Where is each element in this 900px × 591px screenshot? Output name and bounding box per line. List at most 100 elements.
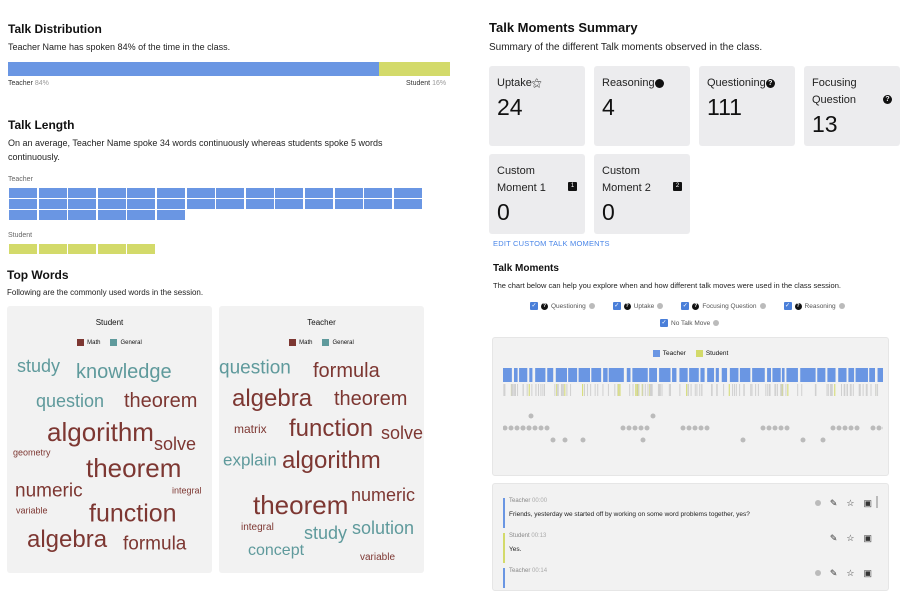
talk-move-marker[interactable] (503, 425, 508, 431)
teacher-segment[interactable] (700, 368, 705, 382)
teacher-segment[interactable] (817, 368, 826, 382)
teacher-segment[interactable] (535, 368, 546, 382)
add-comment-icon[interactable]: ▣ (863, 533, 872, 543)
teacher-segment[interactable] (848, 368, 855, 382)
edit-icon[interactable]: ✎ (829, 498, 838, 508)
talk-move-marker[interactable] (842, 425, 848, 431)
info-icon[interactable] (588, 303, 595, 309)
teacher-segment[interactable] (568, 368, 578, 382)
teacher-segment[interactable] (603, 368, 608, 382)
filter-questioning[interactable]: ✓? Questioning (530, 302, 595, 310)
checkbox[interactable]: ✓ (681, 302, 690, 310)
talk-move-marker[interactable] (532, 425, 538, 431)
timeline[interactable] (503, 368, 883, 448)
talk-move-marker[interactable] (848, 425, 854, 431)
talk-move-marker[interactable] (830, 425, 836, 431)
teacher-segment[interactable] (855, 368, 868, 382)
talk-move-marker[interactable] (772, 425, 778, 431)
talk-move-marker[interactable] (836, 425, 842, 431)
talk-move-marker[interactable] (644, 425, 650, 431)
transcript-scrollbar[interactable] (876, 496, 878, 508)
checkbox[interactable]: ✓ (530, 302, 538, 310)
teacher-segment[interactable] (739, 368, 751, 382)
talk-move-marker[interactable] (538, 425, 544, 431)
teacher-segment[interactable] (626, 368, 631, 382)
teacher-segment[interactable] (800, 368, 816, 382)
talk-move-marker[interactable] (692, 425, 698, 431)
talk-move-marker[interactable] (766, 425, 772, 431)
teacher-segment[interactable] (649, 368, 657, 382)
teacher-segment[interactable] (503, 368, 512, 382)
teacher-segment[interactable] (781, 368, 785, 382)
talk-move-marker[interactable] (820, 437, 826, 443)
teacher-segment[interactable] (679, 368, 688, 382)
info-icon[interactable] (814, 570, 821, 576)
talk-move-marker[interactable] (520, 425, 526, 431)
talk-move-marker[interactable] (544, 425, 550, 431)
talk-move-marker[interactable] (562, 437, 568, 443)
teacher-segment[interactable] (729, 368, 739, 382)
edit-icon[interactable]: ✎ (829, 533, 838, 543)
talk-move-marker[interactable] (650, 413, 656, 419)
checkbox[interactable]: ✓ (660, 319, 668, 327)
filter-reasoning[interactable]: ✓? Reasoning (783, 302, 845, 310)
info-icon[interactable] (759, 303, 766, 309)
teacher-segment[interactable] (721, 368, 728, 382)
edit-custom-talk-moments-link[interactable]: EDIT CUSTOM TALK MOMENTS (493, 239, 610, 248)
talk-move-marker[interactable] (870, 425, 876, 431)
talk-move-marker[interactable] (580, 437, 586, 443)
filter-no-talk-move[interactable]: ✓ No Talk Move (660, 319, 720, 327)
add-comment-icon[interactable]: ▣ (863, 568, 872, 578)
info-icon[interactable] (713, 320, 720, 326)
card-uptake[interactable]: Uptake⚝ 24 (489, 66, 585, 146)
star-icon[interactable]: ☆ (846, 568, 855, 578)
teacher-segment[interactable] (608, 368, 624, 382)
add-comment-icon[interactable]: ▣ (863, 498, 872, 508)
teacher-segment[interactable] (767, 368, 771, 382)
talk-move-marker[interactable] (760, 425, 766, 431)
talk-move-marker[interactable] (876, 425, 882, 431)
teacher-segment[interactable] (786, 368, 798, 382)
card-questioning[interactable]: Questioning? 111 (699, 66, 795, 146)
checkbox[interactable]: ✓ (783, 302, 792, 310)
star-icon[interactable]: ☆ (846, 533, 855, 543)
teacher-segment[interactable] (659, 368, 671, 382)
teacher-segment[interactable] (838, 368, 847, 382)
talk-move-marker[interactable] (638, 425, 644, 431)
talk-move-marker[interactable] (514, 425, 520, 431)
edit-icon[interactable]: ✎ (829, 568, 838, 578)
talk-move-marker[interactable] (528, 413, 534, 419)
talk-move-marker[interactable] (854, 425, 860, 431)
talk-move-marker[interactable] (704, 425, 710, 431)
info-icon[interactable] (838, 303, 845, 309)
talk-move-marker[interactable] (784, 425, 790, 431)
teacher-segment[interactable] (707, 368, 715, 382)
star-icon[interactable]: ☆ (846, 498, 855, 508)
info-icon[interactable] (657, 303, 664, 309)
talk-move-marker[interactable] (882, 426, 884, 431)
card-focusing-question[interactable]: Focusing Question? 13 (804, 66, 900, 146)
teacher-segment[interactable] (752, 368, 765, 382)
teacher-segment[interactable] (715, 368, 719, 382)
teacher-segment[interactable] (513, 368, 518, 382)
card-reasoning[interactable]: Reasoning 4 (594, 66, 690, 146)
teacher-segment[interactable] (578, 368, 591, 382)
talk-move-marker[interactable] (686, 425, 692, 431)
filter-focusing-question[interactable]: ✓? Focusing Question (681, 302, 766, 310)
teacher-segment[interactable] (689, 368, 699, 382)
talk-move-marker[interactable] (508, 425, 514, 431)
info-icon[interactable] (814, 500, 821, 506)
checkbox[interactable]: ✓ (612, 302, 621, 310)
talk-move-marker[interactable] (778, 425, 784, 431)
teacher-segment[interactable] (529, 368, 533, 382)
teacher-segment[interactable] (877, 368, 883, 382)
teacher-segment[interactable] (869, 368, 876, 382)
talk-move-marker[interactable] (640, 437, 646, 443)
talk-move-marker[interactable] (740, 437, 746, 443)
talk-move-marker[interactable] (800, 437, 806, 443)
teacher-segment[interactable] (827, 368, 836, 382)
teacher-segment[interactable] (772, 368, 781, 382)
talk-move-marker[interactable] (626, 425, 632, 431)
